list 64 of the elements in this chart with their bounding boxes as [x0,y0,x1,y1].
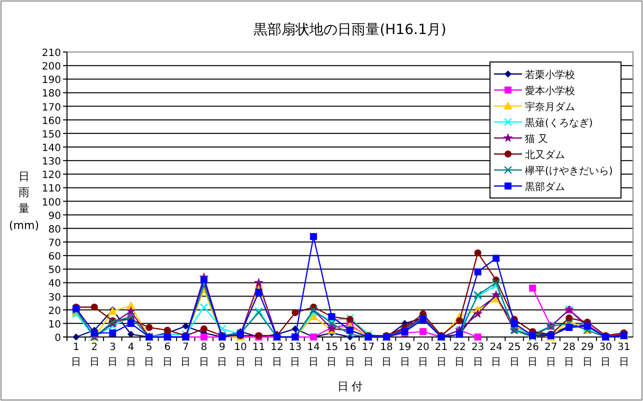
x-tick-label: 10日 [234,342,247,368]
y-tick-label: 0 [54,333,61,344]
x-tick-label: 15日 [325,342,338,368]
x-tick-label: 6日 [162,342,172,368]
y-tick-label: 210 [42,48,61,59]
x-tick-label: 25日 [508,342,521,368]
legend-label: 宇奈月ダム [525,101,575,113]
y-tick-label: 190 [42,75,61,86]
y-tick-label: 170 [42,102,61,114]
y-tick-label: 180 [42,88,61,100]
y-tick-label: 130 [42,156,61,168]
y-tick-label: 70 [48,238,61,249]
x-tick-label: 1日 [71,342,82,368]
y-tick-label: 140 [42,143,61,154]
x-tick-label: 11日 [252,342,266,368]
y-tick-label: 10 [48,319,61,330]
x-tick-label: 21日 [434,342,448,368]
x-tick-label: 26日 [526,342,539,368]
x-tick-label: 5日 [144,342,154,368]
x-tick-label: 8日 [198,342,209,368]
x-tick-label: 13日 [288,342,302,368]
y-tick-label: 100 [42,197,61,208]
x-tick-label: 3日 [108,342,118,368]
y-tick-label: 120 [42,170,61,182]
x-tick-label: 22日 [453,342,466,368]
x-tick-label: 30日 [599,342,612,368]
legend-label: 黒部ダム [525,181,565,193]
x-axis-title: 日 付 [337,380,363,393]
y-tick-label: 60 [48,252,61,263]
x-tick-label: 18日 [380,342,393,368]
y-tick-label: 150 [42,129,61,140]
y-tick-label: 160 [42,116,61,127]
chart-title: 黒部扇状地の日雨量(H16.1月) [254,22,446,38]
y-tick-label: 20 [48,306,61,317]
x-tick-label: 17日 [362,342,375,368]
x-tick-label: 4日 [126,342,136,368]
x-tick-label: 28日 [562,342,576,368]
legend-label: 若栗小学校 [525,69,575,81]
x-tick-label: 27日 [544,342,558,368]
legend-label: 北又ダム [525,149,565,161]
x-tick-label: 23日 [471,342,484,368]
x-tick-label: 12日 [270,342,284,368]
x-tick-label: 24日 [490,342,502,368]
x-tick-label: 29日 [580,342,594,368]
legend-label: 猫 又 [525,134,548,145]
y-tick-label: 50 [48,265,61,276]
x-tick-label: 2日 [89,342,100,368]
y-tick-label: 90 [48,210,61,222]
legend-label: 黒薙(くろなぎ) [525,117,593,129]
x-tick-label: 7日 [180,342,191,368]
y-tick-label: 40 [48,278,61,290]
x-tick-label: 19日 [398,342,412,368]
x-tick-label: 14日 [307,342,320,368]
x-tick-label: 9日 [217,342,228,368]
x-tick-label: 31日 [618,342,630,368]
x-tick-label: 16日 [344,342,356,368]
x-tick-label: 20日 [416,342,430,368]
y-tick-label: 110 [42,184,61,195]
legend-label: 欅平(けやきだいら) [525,165,613,177]
legend-label: 愛本小学校 [525,85,575,97]
y-tick-label: 80 [48,224,61,236]
y-tick-label: 200 [42,62,61,73]
y-axis-title: 日雨量(mm) [8,170,40,232]
y-tick-label: 30 [48,292,61,304]
